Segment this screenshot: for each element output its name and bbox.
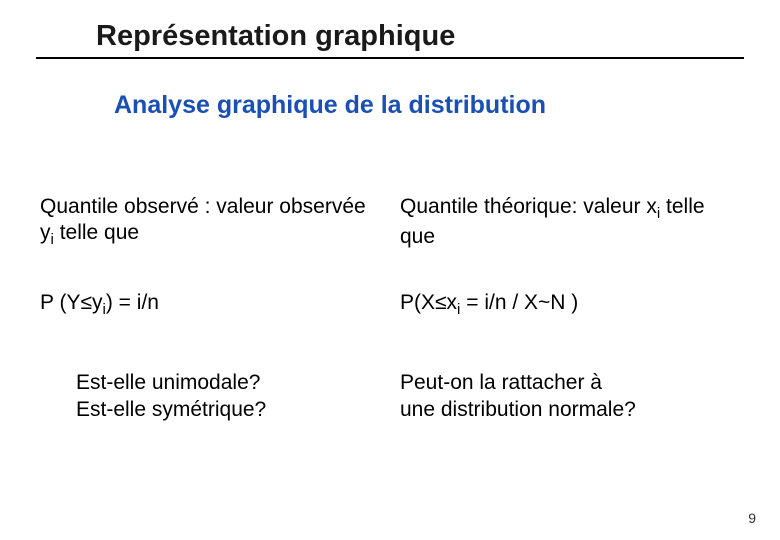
content-grid: Quantile observé : valeur observée yi te…	[28, 194, 752, 423]
text-part: telle que	[54, 221, 139, 244]
prob-theoretical-formula: P(X≤xi = i/n / X~N )	[400, 290, 740, 320]
text-part: Quantile théorique: valeur x	[400, 195, 657, 218]
text-part: = i/n / X~N )	[460, 291, 578, 314]
slide: Représentation graphique Analyse graphiq…	[0, 0, 780, 540]
prob-observed-formula: P (Y≤yi) = i/n	[40, 290, 380, 320]
question-line: une distribution normale?	[400, 397, 740, 423]
question-line: Est-elle symétrique?	[76, 397, 380, 423]
slide-subtitle: Analyse graphique de la distribution	[114, 91, 752, 120]
text-part: P(X≤x	[400, 291, 457, 314]
page-number: 9	[748, 510, 756, 526]
quantile-theoretical-label: Quantile théorique: valeur xi telle que	[400, 194, 740, 250]
quantile-observed-label: Quantile observé : valeur observée yi te…	[40, 194, 380, 250]
slide-title: Représentation graphique	[96, 20, 455, 53]
title-row: Représentation graphique	[28, 20, 752, 53]
text-part: ) = i/n	[106, 291, 159, 314]
text-part: P (Y≤y	[40, 291, 103, 314]
question-line: Peut-on la rattacher à	[400, 370, 740, 396]
question-right: Peut-on la rattacher à une distribution …	[400, 370, 740, 423]
question-left: Est-elle unimodale? Est-elle symétrique?	[40, 370, 380, 423]
question-line: Est-elle unimodale?	[76, 370, 380, 396]
title-underline	[36, 57, 744, 59]
